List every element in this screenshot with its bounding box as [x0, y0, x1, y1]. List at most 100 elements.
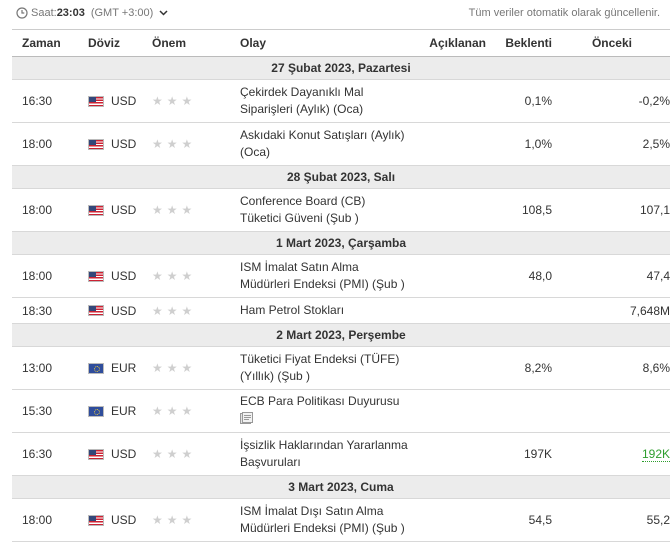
event-name[interactable]: ECB Para Politikası Duyurusu — [240, 394, 400, 408]
event-previous: 2,5% — [552, 122, 670, 166]
event-currency-cell: USD — [88, 254, 152, 298]
event-time: 18:30 — [12, 297, 88, 324]
current-time: 23:03 — [56, 7, 85, 19]
date-label: 2 Mart 2023, Perşembe — [12, 323, 670, 347]
time-label: Saat: — [31, 7, 57, 19]
economic-calendar-table: Zaman Döviz Önem Olay Açıklanan Beklenti… — [12, 29, 670, 542]
event-name[interactable]: Ham Petrol Stokları — [240, 297, 408, 324]
clock-icon — [16, 7, 28, 19]
table-header-row: Zaman Döviz Önem Olay Açıklanan Beklenti… — [12, 29, 670, 57]
importance-stars: ★★★ — [152, 498, 240, 542]
event-forecast — [486, 389, 552, 433]
us-flag-icon — [88, 204, 104, 216]
event-time: 18:00 — [12, 122, 88, 166]
date-row: 1 Mart 2023, Çarşamba — [12, 231, 670, 255]
event-actual — [408, 432, 486, 476]
event-previous: -0,2% — [552, 79, 670, 123]
event-actual — [408, 79, 486, 123]
event-forecast: 1,0% — [486, 122, 552, 166]
date-label: 3 Mart 2023, Cuma — [12, 475, 670, 499]
col-header-forecast[interactable]: Beklenti — [486, 29, 552, 57]
event-row[interactable]: 13:00 EUR ★★★ Tüketici Fiyat Endeksi (TÜ… — [12, 346, 670, 390]
event-currency: USD — [111, 203, 137, 217]
event-currency-cell: USD — [88, 122, 152, 166]
auto-update-note: Tüm veriler otomatik olarak güncellenir. — [468, 7, 660, 19]
event-row[interactable]: 18:00 USD ★★★ Askıdaki Konut Satışları (… — [12, 122, 670, 166]
event-row[interactable]: 18:00 USD ★★★ ISM İmalat Dışı Satın Alma… — [12, 498, 670, 542]
us-flag-icon — [88, 305, 104, 316]
event-row[interactable]: 18:30 USD ★★★ Ham Petrol Stokları 7,648M — [12, 297, 670, 324]
timezone-selector[interactable]: Saat: 23:03 (GMT +3:00) — [16, 7, 171, 19]
event-forecast: 48,0 — [486, 254, 552, 298]
event-name[interactable]: Conference Board (CB) Tüketici Güveni (Ş… — [240, 188, 408, 232]
event-forecast — [486, 297, 552, 324]
event-name[interactable]: Çekirdek Dayanıklı Mal Siparişleri (Aylı… — [240, 79, 408, 123]
event-name[interactable]: ISM İmalat Dışı Satın Alma Müdürleri End… — [240, 498, 408, 542]
date-label: 1 Mart 2023, Çarşamba — [12, 231, 670, 255]
top-bar: Saat: 23:03 (GMT +3:00) Tüm veriler otoma… — [0, 0, 672, 29]
us-flag-icon — [88, 514, 104, 526]
event-name[interactable]: İşsizlik Haklarından Yararlanma Başvurul… — [240, 432, 408, 476]
event-previous: 8,6% — [552, 346, 670, 390]
event-name[interactable]: ISM İmalat Satın Alma Müdürleri Endeksi … — [240, 254, 408, 298]
event-actual — [408, 346, 486, 390]
event-currency-cell: EUR — [88, 389, 152, 433]
event-actual — [408, 254, 486, 298]
us-flag-icon — [88, 138, 104, 150]
eu-flag-icon — [88, 362, 104, 374]
event-currency: EUR — [111, 361, 137, 375]
us-flag-icon — [88, 448, 104, 460]
event-currency: USD — [111, 303, 137, 318]
event-forecast: 54,5 — [486, 498, 552, 542]
event-forecast: 197K — [486, 432, 552, 476]
importance-stars: ★★★ — [152, 432, 240, 476]
date-row: 28 Şubat 2023, Salı — [12, 165, 670, 189]
document-icon[interactable] — [240, 412, 253, 424]
importance-stars: ★★★ — [152, 254, 240, 298]
event-time: 18:00 — [12, 188, 88, 232]
event-currency: USD — [111, 94, 137, 108]
us-flag-icon — [88, 95, 104, 107]
importance-stars: ★★★ — [152, 297, 240, 324]
event-time: 13:00 — [12, 346, 88, 390]
event-time: 15:30 — [12, 389, 88, 433]
event-name[interactable]: Tüketici Fiyat Endeksi (TÜFE) (Yıllık) (… — [240, 346, 408, 390]
event-time: 16:30 — [12, 432, 88, 476]
event-row[interactable]: 18:00 USD ★★★ ISM İmalat Satın Alma Müdü… — [12, 254, 670, 298]
event-row[interactable]: 16:30 USD ★★★ Çekirdek Dayanıklı Mal Sip… — [12, 79, 670, 123]
col-header-currency[interactable]: Döviz — [88, 29, 152, 57]
date-row: 3 Mart 2023, Cuma — [12, 475, 670, 499]
event-actual — [408, 389, 486, 433]
event-previous-revised[interactable]: 192K — [641, 447, 670, 462]
col-header-previous[interactable]: Önceki — [552, 29, 670, 57]
event-currency-cell: USD — [88, 432, 152, 476]
col-header-importance[interactable]: Önem — [152, 29, 240, 57]
event-row[interactable]: 18:00 USD ★★★ Conference Board (CB) Tüke… — [12, 188, 670, 232]
event-forecast: 8,2% — [486, 346, 552, 390]
col-header-actual[interactable]: Açıklanan — [408, 29, 486, 57]
event-previous: 107,1 — [552, 188, 670, 232]
timezone-label: (GMT +3:00) — [90, 7, 154, 19]
event-time: 18:00 — [12, 498, 88, 542]
chevron-down-icon[interactable] — [159, 10, 168, 16]
event-currency: USD — [111, 513, 137, 527]
date-label: 28 Şubat 2023, Salı — [12, 165, 670, 189]
date-row: 27 Şubat 2023, Pazartesi — [12, 56, 670, 80]
event-actual — [408, 297, 486, 324]
event-currency-cell: USD — [88, 79, 152, 123]
event-row[interactable]: 16:30 USD ★★★ İşsizlik Haklarından Yarar… — [12, 432, 670, 476]
event-previous — [552, 389, 670, 433]
event-row[interactable]: 15:30 EUR ★★★ ECB Para Politikası Duyuru… — [12, 389, 670, 433]
event-name[interactable]: Askıdaki Konut Satışları (Aylık) (Oca) — [240, 122, 408, 166]
date-row: 2 Mart 2023, Perşembe — [12, 323, 670, 347]
event-name-cell: ECB Para Politikası Duyurusu — [240, 389, 408, 433]
event-currency-cell: USD — [88, 297, 152, 324]
event-previous-cell: 192K — [552, 432, 670, 476]
event-actual — [408, 122, 486, 166]
event-actual — [408, 188, 486, 232]
col-header-event[interactable]: Olay — [240, 29, 408, 57]
event-forecast: 0,1% — [486, 79, 552, 123]
event-currency: USD — [111, 137, 137, 151]
event-currency: USD — [111, 269, 137, 283]
col-header-time[interactable]: Zaman — [12, 29, 88, 57]
